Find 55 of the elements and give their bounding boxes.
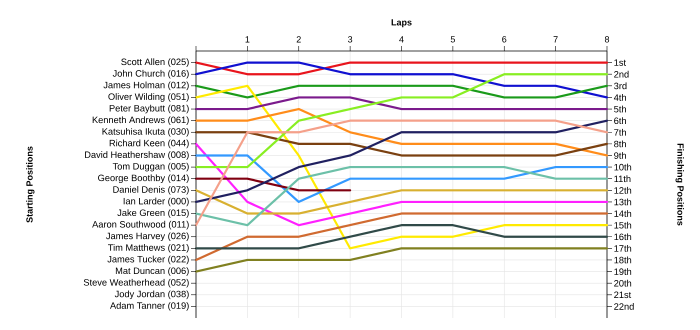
x-tick-label: 5 <box>450 36 455 42</box>
x-tick-label: 4 <box>399 36 404 42</box>
x-tick-label: 3 <box>348 36 352 42</box>
y-tick-label: 5th <box>614 106 626 112</box>
y-tick-label: 1st <box>614 59 626 66</box>
y-tick-label: 2nd <box>614 70 629 78</box>
text: Adam Tanner (019) <box>110 302 189 311</box>
text: Scott Allen (025) <box>121 58 189 67</box>
y-tick-label: 16th <box>614 233 632 240</box>
y-tick-label: 12th <box>614 186 632 194</box>
text: Peter Baybutt (081) <box>110 104 189 114</box>
text: Steve Weatherhead (052) <box>84 278 189 288</box>
text: Aaron Southwood (011) <box>92 220 189 230</box>
text: Daniel Denis (073) <box>113 186 189 195</box>
text: James Tucker (022) <box>107 256 189 264</box>
x-tick-label: 8 <box>604 36 610 42</box>
y-tick-label: 18th <box>614 256 632 264</box>
y-tick-label: 11th <box>614 175 630 182</box>
text: Jake Green (015) <box>117 209 189 218</box>
y-tick-label: 9th <box>614 152 626 159</box>
x-tick-label: 1 <box>246 36 250 42</box>
text: Starting Positions <box>26 146 34 223</box>
text: Ian Larder (000) <box>124 198 189 206</box>
y-tick-label: 6th <box>614 117 626 124</box>
y-tick-label: 7th <box>614 128 626 136</box>
y-tick-label: 8th <box>614 140 626 148</box>
text: Richard Keen (044) <box>110 140 189 148</box>
y-tick-label: 19th <box>614 268 632 275</box>
text: Tim Matthews (021) <box>108 244 189 253</box>
y-tick-label: 4th <box>614 94 626 101</box>
y-tick-label: 15th <box>614 222 632 229</box>
text: Katsuhisa Ikuta (030) <box>102 128 189 137</box>
x-tick-label: 6 <box>502 36 506 42</box>
text: George Boothby (014) <box>98 174 189 184</box>
y-tick-label: 22nd <box>614 302 634 310</box>
y-tick-label: 20th <box>614 280 632 287</box>
text: Oliver Wilding (051) <box>108 93 189 102</box>
y-tick-label: 14th <box>614 210 632 217</box>
x-tick-label: 2 <box>296 36 301 42</box>
text: John Church (016) <box>112 70 189 79</box>
y-tick-label: 3rd <box>614 82 626 90</box>
text: James Harvey (026) <box>106 232 189 242</box>
text: Mat Duncan (006) <box>116 267 189 276</box>
text: Kenneth Andrews (061) <box>92 116 189 125</box>
y-tick-label: 13th <box>614 198 632 206</box>
y-axis-title: Finishing Positions <box>676 144 684 226</box>
y-tick-label: 17th <box>614 244 632 252</box>
x-axis-title: Laps <box>392 19 412 28</box>
text: Tom Duggan (005) <box>112 162 189 172</box>
y-tick-label: 21st <box>614 292 632 298</box>
y-tick-label: 10th <box>614 164 632 170</box>
x-tick-label: 7 <box>554 36 558 42</box>
text: James Holman (012) <box>103 82 189 90</box>
text: David Heathershaw (008) <box>85 151 189 160</box>
text: Jody Jordan (038) <box>114 290 189 300</box>
